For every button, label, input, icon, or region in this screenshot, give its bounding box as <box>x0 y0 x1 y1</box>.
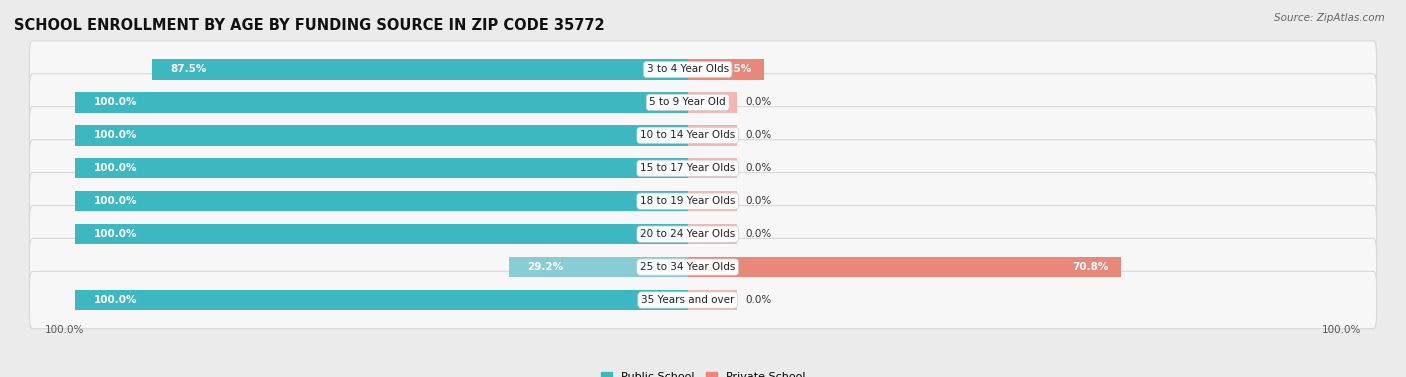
Text: 0.0%: 0.0% <box>745 97 772 107</box>
Bar <box>688 125 737 146</box>
Bar <box>688 59 765 80</box>
Text: 100.0%: 100.0% <box>94 229 138 239</box>
Bar <box>152 59 688 80</box>
Text: 0.0%: 0.0% <box>745 295 772 305</box>
Text: 18 to 19 Year Olds: 18 to 19 Year Olds <box>640 196 735 206</box>
Text: 0.0%: 0.0% <box>745 163 772 173</box>
Text: 70.8%: 70.8% <box>1073 262 1109 272</box>
Text: 0.0%: 0.0% <box>745 196 772 206</box>
Bar <box>688 92 737 113</box>
Text: 20 to 24 Year Olds: 20 to 24 Year Olds <box>640 229 735 239</box>
Text: 100.0%: 100.0% <box>1322 325 1361 335</box>
Text: 29.2%: 29.2% <box>527 262 564 272</box>
FancyBboxPatch shape <box>30 41 1376 98</box>
Bar <box>76 158 688 178</box>
Text: 3 to 4 Year Olds: 3 to 4 Year Olds <box>647 64 728 75</box>
FancyBboxPatch shape <box>30 173 1376 230</box>
Text: 5 to 9 Year Old: 5 to 9 Year Old <box>650 97 725 107</box>
Bar <box>76 125 688 146</box>
FancyBboxPatch shape <box>30 205 1376 263</box>
Bar <box>76 224 688 244</box>
Text: SCHOOL ENROLLMENT BY AGE BY FUNDING SOURCE IN ZIP CODE 35772: SCHOOL ENROLLMENT BY AGE BY FUNDING SOUR… <box>14 18 605 33</box>
Text: 15 to 17 Year Olds: 15 to 17 Year Olds <box>640 163 735 173</box>
Bar <box>509 257 688 277</box>
Bar <box>688 158 737 178</box>
Text: 0.0%: 0.0% <box>745 130 772 140</box>
Bar <box>688 257 1121 277</box>
Text: 100.0%: 100.0% <box>94 97 138 107</box>
Text: 100.0%: 100.0% <box>94 295 138 305</box>
Text: 10 to 14 Year Olds: 10 to 14 Year Olds <box>640 130 735 140</box>
Text: 100.0%: 100.0% <box>94 196 138 206</box>
FancyBboxPatch shape <box>30 107 1376 164</box>
Bar <box>76 290 688 310</box>
Text: 12.5%: 12.5% <box>716 64 752 75</box>
Text: 25 to 34 Year Olds: 25 to 34 Year Olds <box>640 262 735 272</box>
Bar <box>76 191 688 211</box>
Bar <box>688 191 737 211</box>
Bar <box>688 224 737 244</box>
Text: 87.5%: 87.5% <box>170 64 207 75</box>
Text: Source: ZipAtlas.com: Source: ZipAtlas.com <box>1274 13 1385 23</box>
FancyBboxPatch shape <box>30 238 1376 296</box>
FancyBboxPatch shape <box>30 139 1376 197</box>
Text: 0.0%: 0.0% <box>745 229 772 239</box>
Legend: Public School, Private School: Public School, Private School <box>598 369 808 377</box>
FancyBboxPatch shape <box>30 271 1376 329</box>
Bar <box>688 290 737 310</box>
Text: 100.0%: 100.0% <box>94 130 138 140</box>
Text: 35 Years and over: 35 Years and over <box>641 295 734 305</box>
Bar <box>76 92 688 113</box>
Text: 100.0%: 100.0% <box>94 163 138 173</box>
FancyBboxPatch shape <box>30 74 1376 131</box>
Text: 100.0%: 100.0% <box>45 325 84 335</box>
